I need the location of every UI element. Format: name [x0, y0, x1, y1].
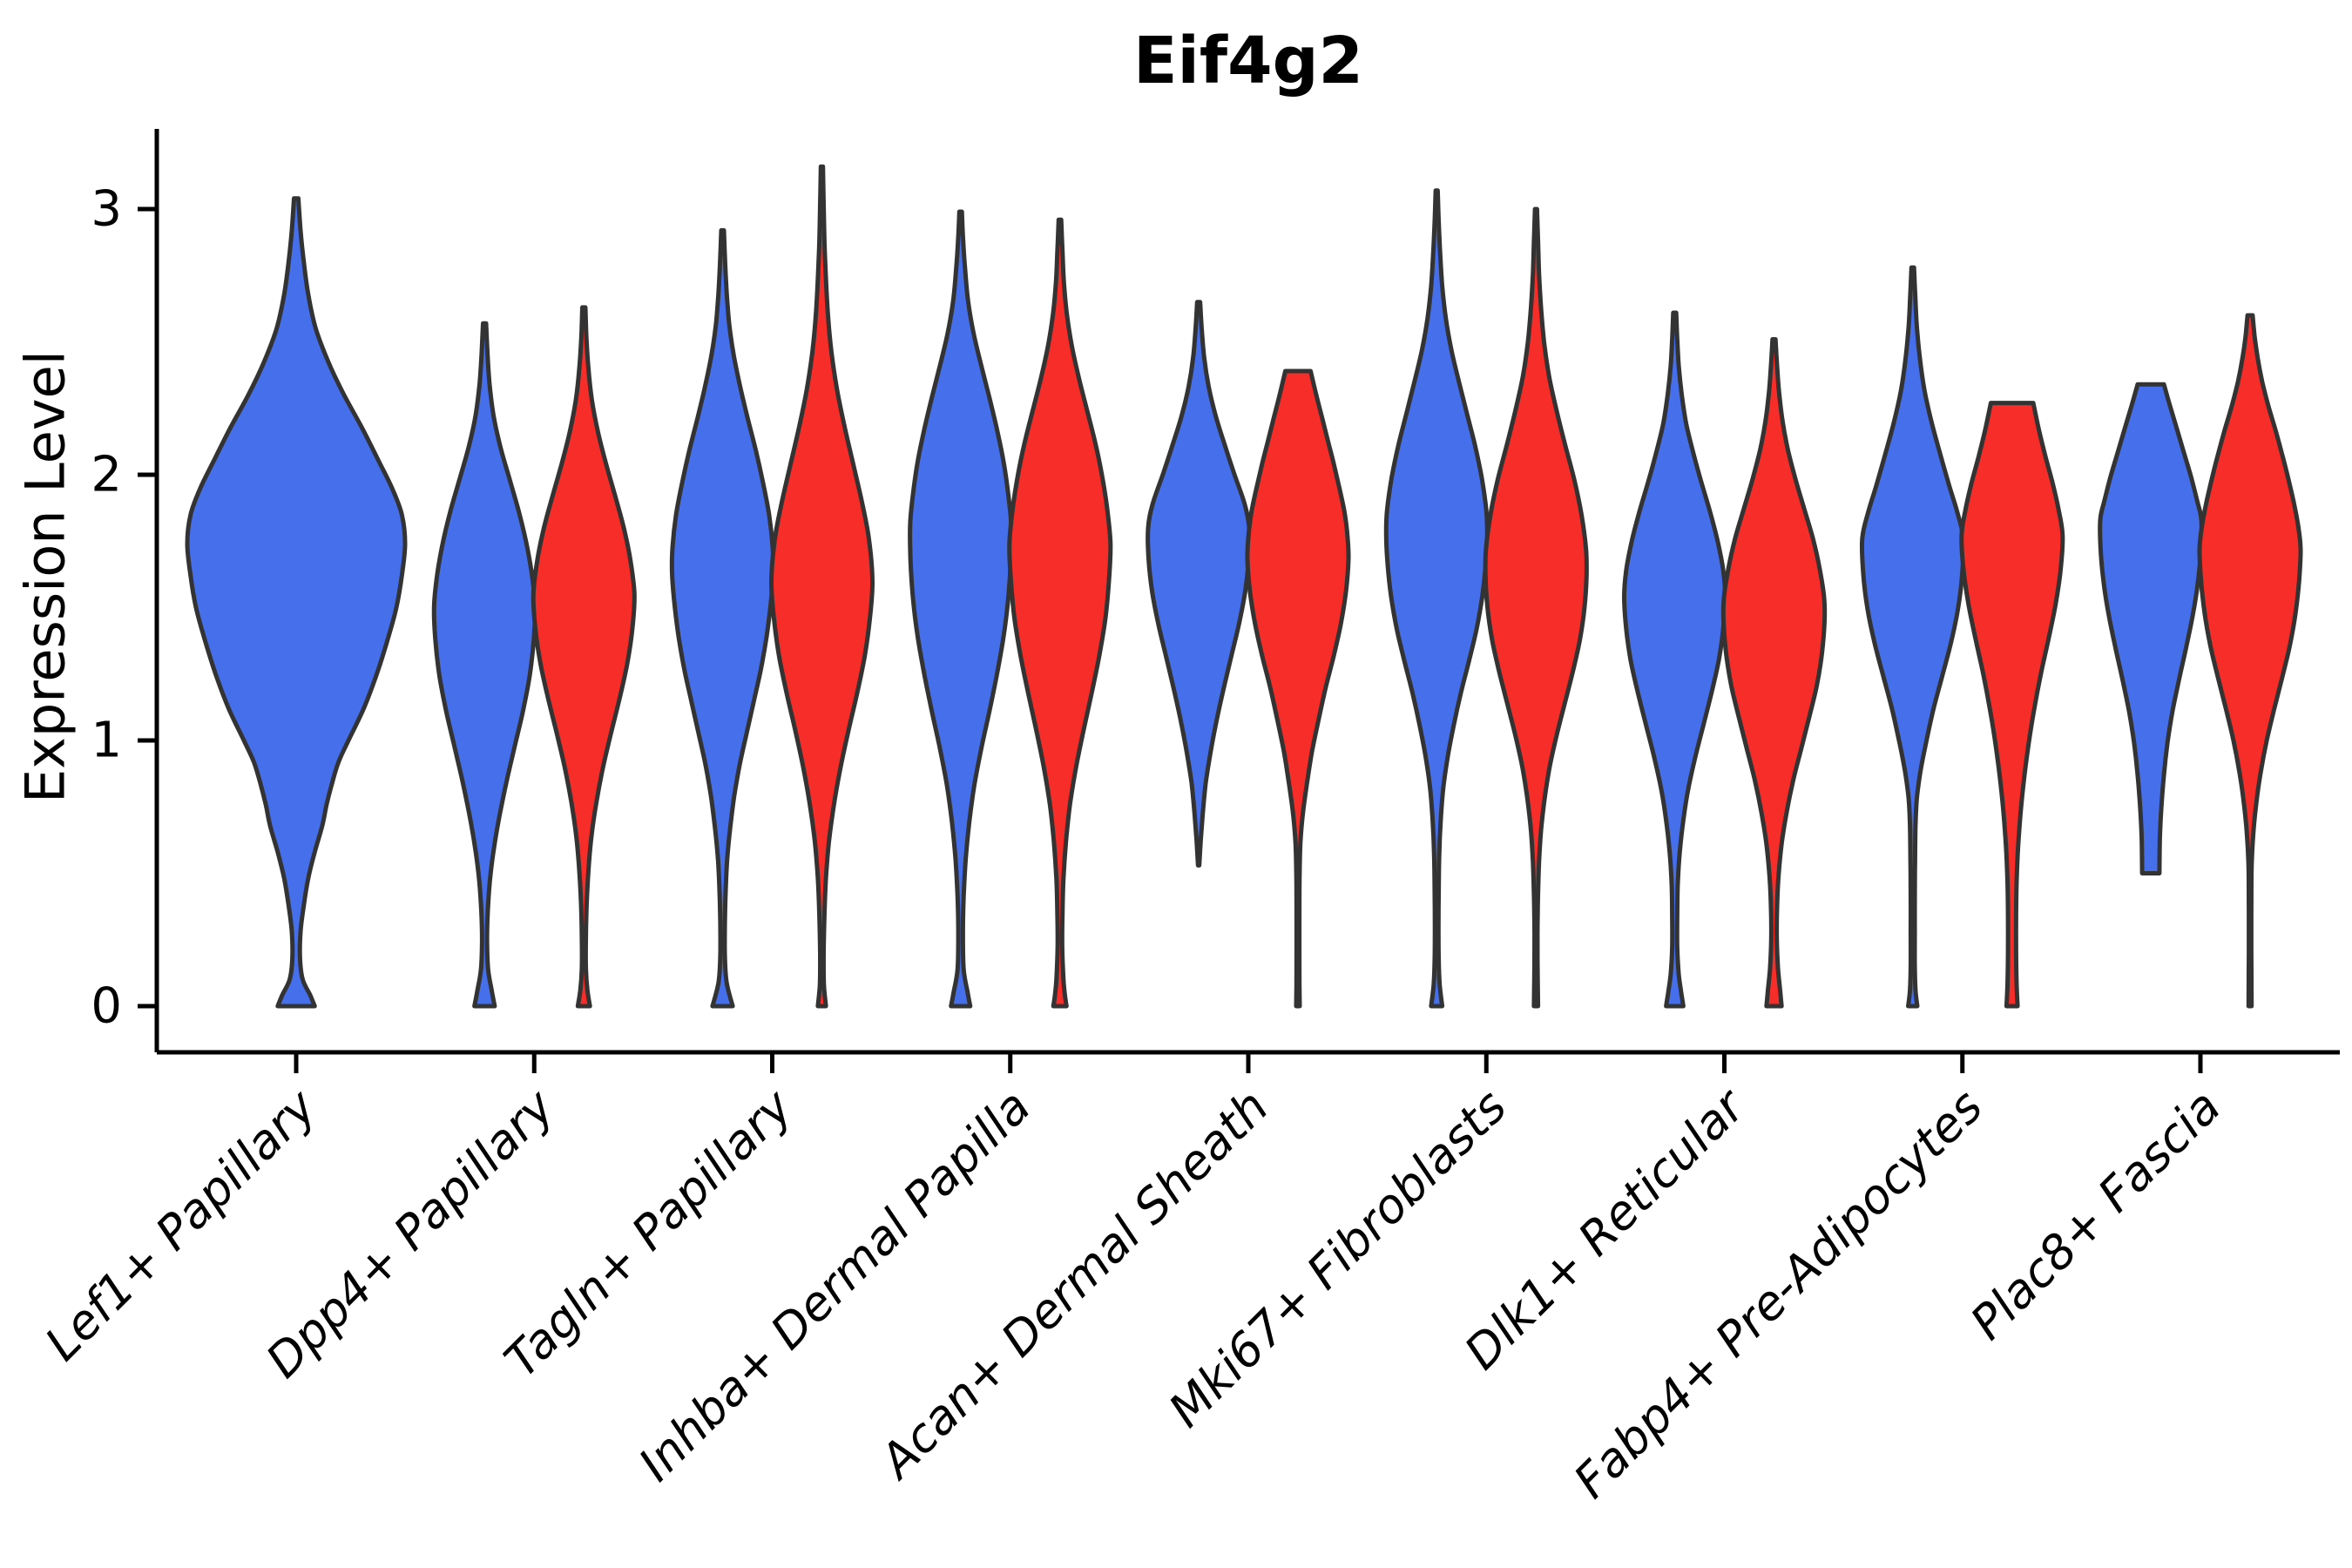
violin-red: [1007, 217, 1113, 1009]
violin-blue: [1146, 300, 1252, 868]
violin-blue: [431, 321, 537, 1009]
chart-title: Eif4g2: [1132, 24, 1364, 98]
violin-red: [531, 305, 637, 1009]
x-category-label: Plac8+ Fascia: [1960, 1079, 2231, 1350]
y-tick-label: 1: [91, 713, 122, 769]
violin-red: [2197, 313, 2303, 1009]
violin-blue: [908, 209, 1014, 1009]
violin-blue: [185, 196, 408, 1009]
y-tick-label: 2: [91, 447, 122, 504]
y-axis-label: Expression Level: [13, 350, 78, 803]
y-tick-label: 3: [91, 181, 122, 238]
violin-blue: [1622, 310, 1727, 1009]
x-category-label: Fabp4+ Pre-Adipocytes: [1564, 1079, 1993, 1509]
violin-blue: [2098, 382, 2204, 875]
x-category-label: Inhba+ Dermal Papilla: [628, 1079, 1041, 1492]
x-category-label: Acan+ Dermal Sheath: [868, 1079, 1279, 1490]
violin-red: [768, 164, 875, 1009]
violin-red: [1720, 337, 1828, 1009]
y-tick-label: 0: [91, 978, 122, 1035]
violin-blue: [669, 227, 776, 1009]
violin-red: [1245, 368, 1351, 1009]
violin-blue: [1383, 188, 1490, 1009]
violin-red: [1483, 206, 1589, 1009]
violin-red: [1959, 401, 2065, 1009]
violin-blue: [1859, 265, 1966, 1009]
